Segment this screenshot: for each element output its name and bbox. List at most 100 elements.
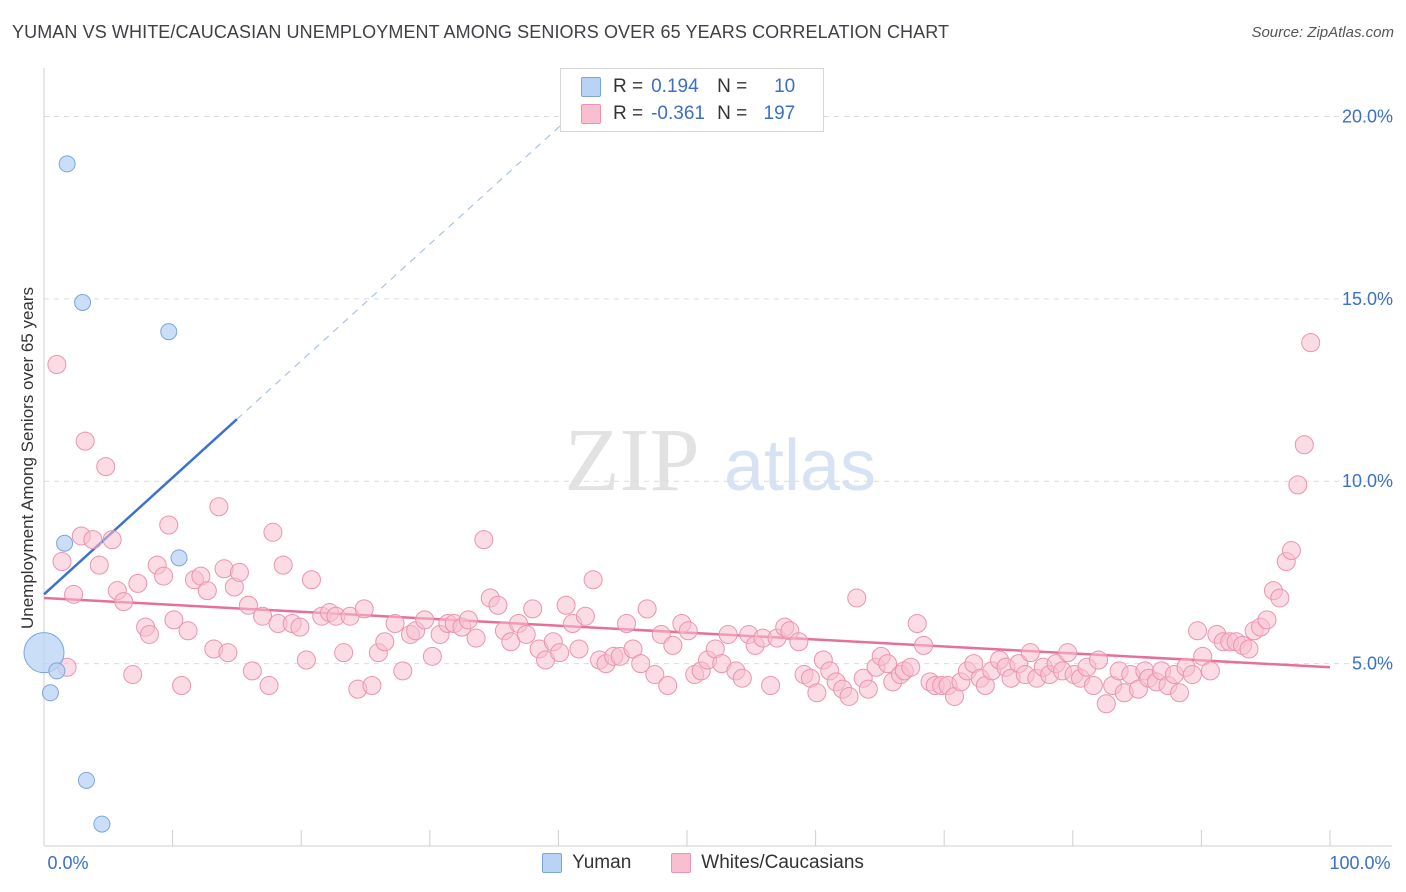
data-point-white[interactable] (301, 570, 321, 590)
data-point-white[interactable] (385, 613, 405, 633)
data-point-white[interactable] (393, 661, 413, 681)
data-point-white[interactable] (362, 676, 382, 696)
data-point-white[interactable] (52, 551, 72, 571)
data-point-white[interactable] (550, 643, 570, 663)
data-point-white[interactable] (218, 643, 238, 663)
data-point-white[interactable] (847, 588, 867, 608)
data-point-white[interactable] (637, 599, 657, 619)
data-point-white[interactable] (516, 624, 536, 644)
data-point-white[interactable] (523, 599, 543, 619)
data-point-white[interactable] (334, 643, 354, 663)
data-point-white[interactable] (718, 624, 738, 644)
data-point-white[interactable] (474, 530, 494, 550)
data-point-white[interactable] (154, 566, 174, 586)
data-point-white[interactable] (422, 646, 442, 666)
data-point-white[interactable] (96, 457, 116, 477)
data-point-white[interactable] (901, 657, 921, 677)
data-point-white[interactable] (259, 676, 279, 696)
data-point-white[interactable] (631, 654, 651, 674)
data-point-white[interactable] (1294, 435, 1314, 455)
data-point-yuman[interactable] (160, 323, 178, 341)
data-point-white[interactable] (375, 632, 395, 652)
data-point-yuman[interactable] (170, 549, 188, 567)
data-point-yuman[interactable] (93, 815, 111, 833)
data-point-white[interactable] (1270, 588, 1290, 608)
data-point-white[interactable] (415, 610, 435, 630)
data-point-white[interactable] (172, 676, 192, 696)
data-point-white[interactable] (569, 639, 589, 659)
data-point-yuman[interactable] (77, 771, 95, 789)
data-point-white[interactable] (83, 530, 103, 550)
data-point-white[interactable] (242, 661, 262, 681)
legend-item-yuman[interactable]: Yuman (542, 852, 631, 874)
data-point-white[interactable] (1239, 639, 1259, 659)
data-point-white[interactable] (488, 595, 508, 615)
data-point-white[interactable] (164, 610, 184, 630)
data-point-white[interactable] (1083, 676, 1103, 696)
data-point-white[interactable] (263, 522, 283, 542)
data-point-white[interactable] (273, 555, 293, 575)
data-point-white[interactable] (102, 530, 122, 550)
data-point-white[interactable] (878, 654, 898, 674)
data-point-white[interactable] (761, 676, 781, 696)
data-point-white[interactable] (789, 632, 809, 652)
data-point-white[interactable] (1170, 683, 1190, 703)
data-point-white[interactable] (214, 559, 234, 579)
data-point-white[interactable] (732, 668, 752, 688)
data-point-white[interactable] (623, 639, 643, 659)
data-point-white[interactable] (209, 497, 229, 517)
data-point-white[interactable] (556, 595, 576, 615)
data-point-white[interactable] (64, 584, 84, 604)
data-point-white[interactable] (501, 632, 521, 652)
data-point-yuman[interactable] (56, 534, 74, 552)
data-point-white[interactable] (858, 679, 878, 699)
data-point-yuman[interactable] (74, 294, 92, 312)
data-point-white[interactable] (658, 676, 678, 696)
data-point-yuman[interactable] (41, 684, 59, 702)
data-point-white[interactable] (47, 355, 67, 375)
data-point-white[interactable] (466, 628, 486, 648)
data-point-white[interactable] (645, 665, 665, 685)
data-point-white[interactable] (1182, 665, 1202, 685)
data-point-white[interactable] (89, 555, 109, 575)
data-point-white[interactable] (290, 617, 310, 637)
data-point-white[interactable] (839, 686, 859, 706)
data-point-white[interactable] (617, 613, 637, 633)
data-point-white[interactable] (296, 650, 316, 670)
data-point-white[interactable] (253, 606, 273, 626)
data-point-white[interactable] (583, 570, 603, 590)
data-point-white[interactable] (914, 635, 934, 655)
data-point-white[interactable] (663, 635, 683, 655)
data-point-white[interactable] (1020, 643, 1040, 663)
data-point-white[interactable] (1193, 646, 1213, 666)
data-point-white[interactable] (197, 581, 217, 601)
data-point-white[interactable] (651, 624, 671, 644)
data-point-white[interactable] (678, 621, 698, 641)
data-point-white[interactable] (1089, 650, 1109, 670)
data-point-white[interactable] (458, 610, 478, 630)
data-point-yuman[interactable] (58, 155, 76, 173)
data-point-white[interactable] (114, 592, 134, 612)
data-point-white[interactable] (1096, 694, 1116, 714)
data-point-yuman[interactable] (48, 662, 66, 680)
data-point-white[interactable] (75, 431, 95, 451)
data-point-white[interactable] (1257, 610, 1277, 630)
data-point-white[interactable] (354, 599, 374, 619)
data-point-white[interactable] (139, 624, 159, 644)
data-point-white[interactable] (1058, 643, 1078, 663)
data-point-white[interactable] (1200, 661, 1220, 681)
data-point-white[interactable] (575, 606, 595, 626)
data-point-white[interactable] (1301, 333, 1321, 353)
data-point-white[interactable] (1288, 475, 1308, 495)
data-point-white[interactable] (159, 515, 179, 535)
data-point-white[interactable] (238, 595, 258, 615)
data-point-white[interactable] (807, 683, 827, 703)
data-point-yuman[interactable] (23, 632, 65, 674)
data-point-white[interactable] (128, 573, 148, 593)
data-point-white[interactable] (1188, 621, 1208, 641)
data-point-white[interactable] (178, 621, 198, 641)
data-point-white[interactable] (229, 562, 249, 582)
data-point-white[interactable] (1281, 541, 1301, 561)
legend-item-white[interactable]: Whites/Caucasians (671, 852, 864, 874)
data-point-white[interactable] (907, 613, 927, 633)
